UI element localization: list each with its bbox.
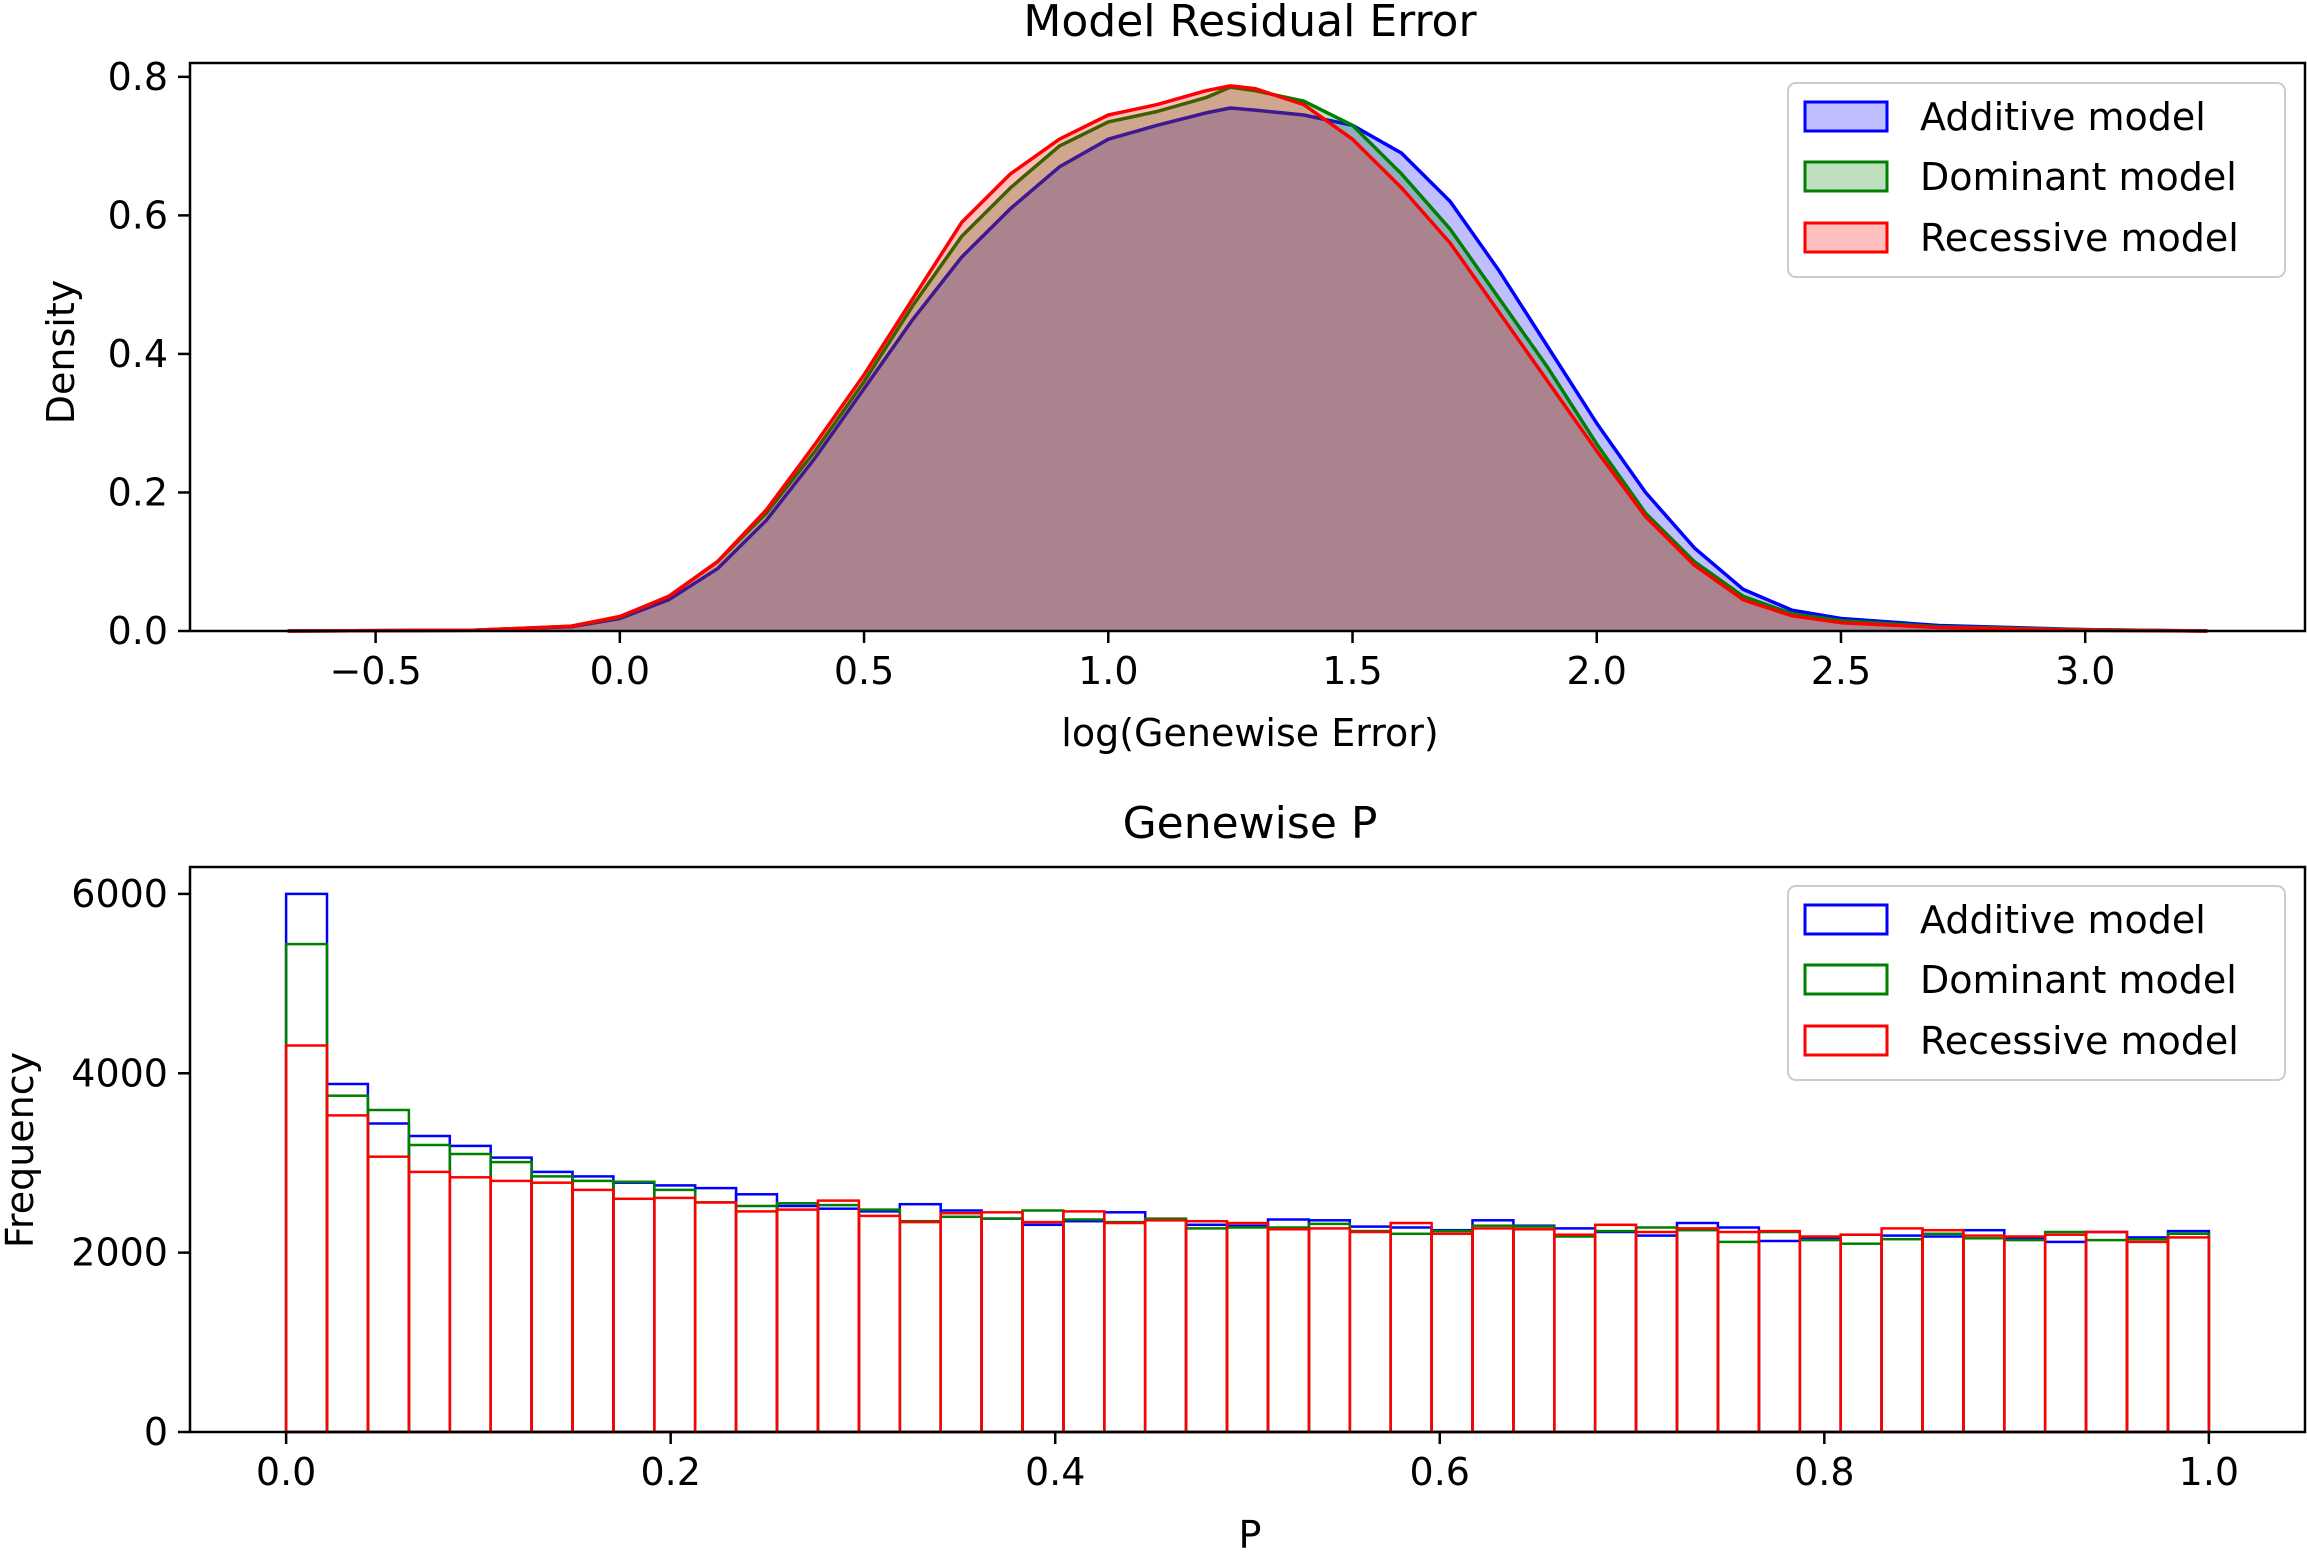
chart-title: Model Residual Error xyxy=(1023,0,1477,47)
y-tick-label: 4000 xyxy=(71,1051,168,1095)
y-axis: 0.0 0.2 0.4 0.6 0.8 xyxy=(108,55,190,653)
x-tick-label: 0.5 xyxy=(834,649,894,693)
legend-label-additive: Additive model xyxy=(1920,95,2206,139)
legend-label-recessive: Recessive model xyxy=(1920,216,2239,260)
y-tick-label: 6000 xyxy=(71,872,168,916)
y-tick-label: 0.0 xyxy=(108,609,168,653)
x-axis: −0.5 0.0 0.5 1.0 1.5 2.0 2.5 3.0 xyxy=(329,631,2115,693)
area-recessive-model xyxy=(287,85,2208,631)
x-tick-label: 1.5 xyxy=(1322,649,1382,693)
axes-frame xyxy=(188,865,2307,1434)
x-axis-label: P xyxy=(1239,1513,1262,1557)
x-tick-label: 2.0 xyxy=(1567,649,1627,693)
legend-label-recessive: Recessive model xyxy=(1920,1019,2239,1063)
y-tick-label: 0.8 xyxy=(108,55,168,99)
x-axis: 0.0 0.2 0.4 0.6 0.8 1.0 xyxy=(256,1432,2239,1494)
plot-area xyxy=(287,84,2208,633)
legend-label-dominant: Dominant model xyxy=(1920,958,2237,1002)
chart-model-residual-error: −0.5 0.0 0.5 1.0 1.5 2.0 2.5 3.0 0.00.20.40.60.… xyxy=(39,0,2307,755)
legend-frame xyxy=(1787,885,2286,1081)
y-tick-label: 0.6 xyxy=(108,193,168,237)
line-recessive-model xyxy=(287,84,2208,633)
y-tick-label: 0 xyxy=(144,1410,168,1454)
x-axis-label: log(Genewise Error) xyxy=(1061,711,1438,755)
x-tick-label: 2.5 xyxy=(1811,649,1871,693)
axes-frame xyxy=(188,61,2307,633)
chart-title: Genewise P xyxy=(1123,798,1378,849)
plot-area xyxy=(284,892,2211,1434)
legend-swatch-recessive xyxy=(1803,221,1889,254)
x-tick-label: 0.0 xyxy=(256,1450,316,1494)
y-tick-label: 0.2 xyxy=(108,470,168,514)
legend-swatch-recessive xyxy=(1803,1024,1889,1057)
chart-genewise-p: 0.0 0.2 0.4 0.6 0.8 1.0 0 2000 4000 6000 Genewis… xyxy=(0,798,2307,1557)
legend: Additive model Dominant model Recessive … xyxy=(1787,82,2286,278)
legend-swatch-dominant xyxy=(1803,160,1889,193)
x-tick-label: 0.6 xyxy=(1410,1450,1470,1494)
y-tick-label: 2000 xyxy=(71,1231,168,1275)
x-tick-label: 0.4 xyxy=(1025,1450,1085,1494)
x-tick-label: 0.2 xyxy=(640,1450,700,1494)
x-tick-label: 0.8 xyxy=(1794,1450,1854,1494)
area-dominant-model xyxy=(287,87,2208,631)
x-tick-label: 3.0 xyxy=(2055,649,2115,693)
x-tick-label: 0.0 xyxy=(590,649,650,693)
area-additive-model xyxy=(287,108,2208,631)
x-tick-label: 1.0 xyxy=(2179,1450,2239,1494)
line-additive-model xyxy=(287,106,2208,633)
legend-swatch-additive xyxy=(1803,100,1889,133)
legend-label-additive: Additive model xyxy=(1920,898,2206,942)
x-tick-label: 1.0 xyxy=(1078,649,1138,693)
legend-frame xyxy=(1787,82,2286,278)
legend: Additive model Dominant model Recessive … xyxy=(1787,885,2286,1081)
legend-label-dominant: Dominant model xyxy=(1920,155,2237,199)
y-axis-label: Frequency xyxy=(0,1052,42,1248)
x-tick-label: −0.5 xyxy=(329,649,421,693)
legend-swatch-additive xyxy=(1803,903,1889,936)
legend-swatch-dominant xyxy=(1803,963,1889,996)
y-axis-label: Density xyxy=(39,280,83,424)
y-axis: 0 2000 4000 6000 xyxy=(71,872,190,1454)
y-tick-label: 0.4 xyxy=(108,332,168,376)
